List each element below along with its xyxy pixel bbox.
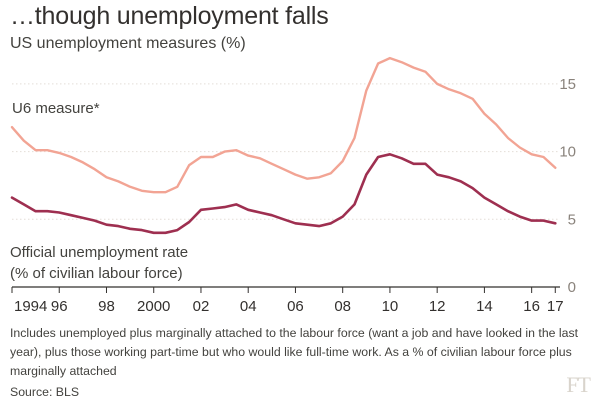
x-tick-label: 04 <box>240 298 257 315</box>
ft-logo: FT <box>566 372 591 397</box>
x-tick-label: 10 <box>382 298 399 315</box>
series-label-u6: U6 measure* <box>12 100 100 117</box>
x-tick-label: 08 <box>334 298 351 315</box>
x-tick-label: 14 <box>476 298 493 315</box>
line-chart: 0 5 10 15 1994 96 98 2000 02 04 06 08 10 12 14 16 17 U6… <box>10 56 576 315</box>
y-tick-label: 0 <box>568 279 576 296</box>
y-tick-label: 15 <box>559 76 576 93</box>
x-tick-label: 2000 <box>137 298 170 315</box>
x-tick-label: 16 <box>523 298 540 315</box>
series-label-official-line1: Official unemployment rate <box>10 244 188 261</box>
x-tick-label: 12 <box>429 298 446 315</box>
x-tick-label: 17 <box>547 298 564 315</box>
y-tick-label: 10 <box>559 144 576 161</box>
footnote: Includes unemployed plus marginally atta… <box>10 326 579 378</box>
grid-lines <box>12 83 560 220</box>
series-line-u6 <box>10 56 557 194</box>
source-label: Source: BLS <box>10 385 80 399</box>
x-tick-label: 96 <box>51 298 68 315</box>
y-tick-label: 5 <box>568 211 576 228</box>
x-tick-label: 1994 <box>14 298 47 315</box>
chart-title: …though unemployment falls <box>10 2 329 30</box>
y-tick-labels: 0 5 10 15 <box>559 76 576 296</box>
x-tick-label: 02 <box>193 298 210 315</box>
chart-subtitle: US unemployment measures (%) <box>10 35 246 52</box>
x-tick-label: 98 <box>98 298 115 315</box>
series-lines <box>10 56 557 235</box>
x-axis: 1994 96 98 2000 02 04 06 08 10 12 14 16 17 <box>11 286 564 315</box>
series-line-official <box>10 153 557 235</box>
series-label-official-line2: (% of civilian labour force) <box>10 265 183 282</box>
x-tick-label: 06 <box>287 298 304 315</box>
